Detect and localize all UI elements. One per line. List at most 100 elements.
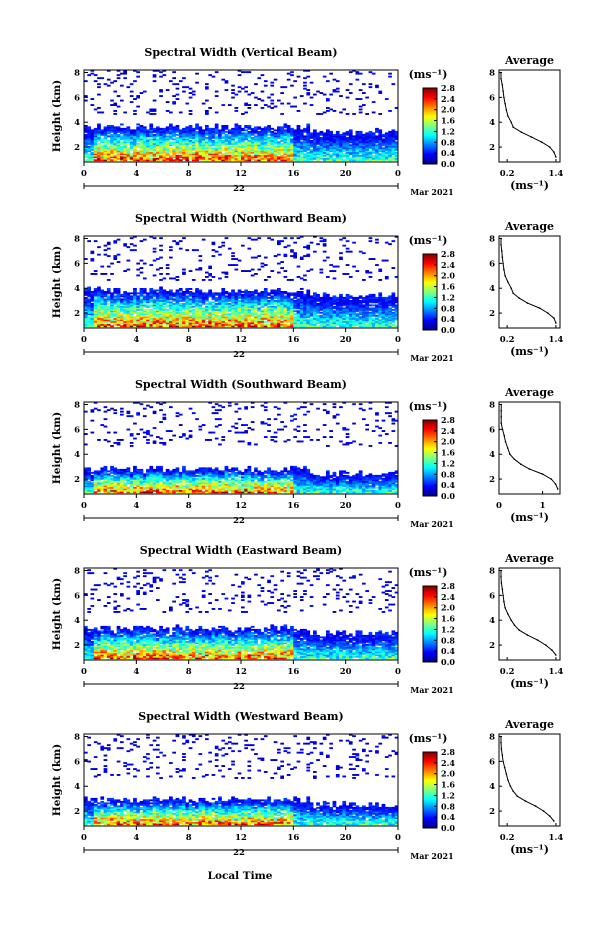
heatmap-cell (274, 306, 278, 308)
heatmap-cell (107, 242, 111, 244)
heatmap-cell (369, 307, 373, 309)
y-tick-label: 8 (74, 234, 80, 244)
heatmap-cell (205, 110, 209, 112)
heatmap-cell (179, 80, 183, 82)
colorbar-tick-label: 0.8 (441, 137, 455, 147)
heatmap-cell (113, 432, 117, 434)
heatmap-cell (346, 294, 350, 296)
heatmap-cell (100, 424, 104, 426)
heatmap-cell (107, 306, 111, 308)
heatmap-cell (339, 112, 343, 114)
heatmap-cell (270, 290, 274, 292)
heatmap-cell (149, 124, 153, 126)
heatmap-cell (120, 135, 124, 137)
heatmap-cell (91, 420, 95, 422)
heatmap-cell (284, 156, 288, 158)
heatmap-cell (91, 482, 95, 484)
heatmap-cell (297, 266, 301, 268)
heatmap-cell (140, 288, 144, 290)
heatmap-cell (297, 110, 301, 112)
heatmap-cell (185, 86, 189, 88)
heatmap-cell (306, 290, 310, 292)
heatmap-cell (172, 278, 176, 280)
heatmap-cell (104, 126, 108, 128)
heatmap-cell (270, 306, 274, 308)
heatmap-cell (342, 237, 346, 239)
heatmap-cell (287, 292, 291, 294)
heatmap-cell (107, 295, 111, 297)
average-x-tick-label: 1.4 (549, 335, 564, 345)
heatmap-cell (113, 240, 117, 242)
heatmap-cell (362, 83, 366, 85)
heatmap-cell (104, 245, 108, 247)
heatmap-cell (254, 126, 258, 128)
heatmap-cell (169, 150, 173, 152)
heatmap-cell (97, 143, 101, 145)
average-profile-point (502, 256, 504, 258)
heatmap-cell (176, 98, 180, 100)
heatmap-cell (179, 129, 183, 131)
heatmap-cell (153, 290, 157, 292)
x-tick-label: 0 (81, 335, 87, 345)
heatmap-cell (238, 91, 242, 93)
heatmap-cell (248, 270, 252, 272)
heatmap-cell (231, 290, 235, 292)
heatmap-cell (140, 125, 144, 127)
heatmap-cell (297, 291, 301, 293)
heatmap-cell (185, 288, 189, 290)
average-profile-point (500, 238, 502, 240)
heatmap-cell (218, 129, 222, 131)
y-tick-label: 4 (74, 284, 80, 294)
heatmap-cell (100, 273, 104, 275)
heatmap-cell (172, 126, 176, 128)
heatmap-cell (221, 153, 225, 155)
heatmap-cell (117, 134, 121, 136)
heatmap-cell (316, 132, 320, 134)
x-tick-label: 0 (395, 335, 401, 345)
heatmap-cell (169, 124, 173, 126)
heatmap-cell (123, 77, 127, 79)
heatmap-cell (254, 257, 258, 259)
heatmap-cell (241, 270, 245, 272)
heatmap-cell (189, 88, 193, 90)
heatmap-cell (195, 249, 199, 251)
heatmap-cell (290, 138, 294, 140)
heatmap-cell (199, 304, 203, 306)
heatmap-cell (113, 113, 117, 115)
heatmap-cell (241, 245, 245, 247)
heatmap-cell (146, 316, 150, 318)
heatmap-cell (120, 141, 124, 143)
heatmap-cell (362, 304, 366, 306)
heatmap-cell (176, 134, 180, 136)
heatmap-cell (218, 292, 222, 294)
heatmap-cell (143, 126, 147, 128)
heatmap-cell (104, 466, 108, 468)
heatmap-cell (104, 418, 108, 420)
heatmap-cell (369, 272, 373, 274)
heatmap-cell (120, 146, 124, 148)
heatmap-cell (378, 269, 382, 271)
heatmap-cell (113, 442, 117, 444)
heatmap-cell (146, 138, 150, 140)
heatmap-cell (153, 100, 157, 102)
heatmap-cell (189, 270, 193, 272)
heatmap-cell (372, 307, 376, 309)
heatmap-cell (320, 297, 324, 299)
heatmap-cell (94, 298, 98, 300)
heatmap-cell (107, 125, 111, 127)
heatmap-cell (316, 294, 320, 296)
heatmap-cell (310, 140, 314, 142)
heatmap-cell (146, 312, 150, 314)
heatmap-cell (339, 252, 343, 254)
heatmap-cell (339, 239, 343, 241)
heatmap-cell (169, 278, 173, 280)
heatmap-cell (107, 79, 111, 81)
heatmap-cell (378, 292, 382, 294)
heatmap-cell (378, 113, 382, 115)
heatmap-cell (274, 132, 278, 134)
heatmap-cell (320, 237, 324, 239)
heatmap-cell (133, 249, 137, 251)
heatmap-cell (300, 291, 304, 293)
heatmap-cell (91, 303, 95, 305)
colorbar-tick-label: 2.4 (441, 94, 455, 104)
